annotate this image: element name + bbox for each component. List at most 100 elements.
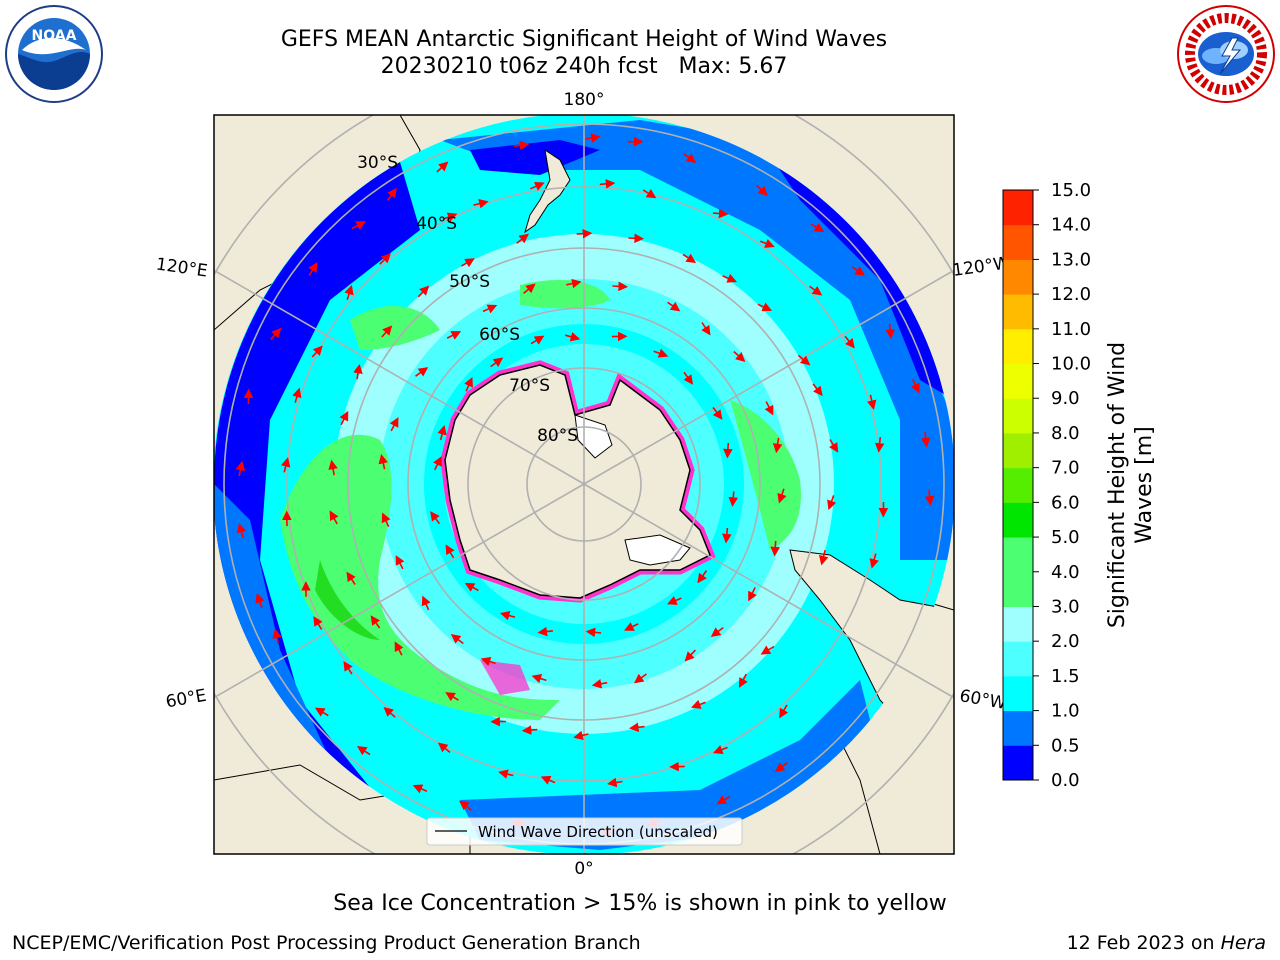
very-low-wave-region-tasman	[470, 140, 600, 175]
wave-direction-arrow	[378, 453, 388, 470]
colorbar-tick-label: 1.5	[1051, 666, 1080, 687]
map-legend: Wind Wave Direction (unscaled)	[426, 817, 743, 846]
wave-direction-arrow	[683, 371, 694, 385]
wave-direction-arrow	[829, 439, 839, 453]
wave-direction-arrow	[684, 649, 696, 662]
wave-direction-arrow	[433, 456, 442, 471]
wave-direction-arrow	[513, 140, 530, 151]
footer-branch: NCEP/EMC/Verification Post Processing Pr…	[12, 932, 641, 954]
wave-direction-arrow	[281, 457, 291, 473]
wave-direction-arrow	[827, 495, 837, 511]
colorbar-segment	[1003, 710, 1033, 746]
wave-direction-arrow	[521, 725, 538, 735]
sea-ice-caption: Sea Ice Concentration > 15% is shown in …	[333, 891, 947, 916]
colorbar-segment	[1003, 398, 1033, 434]
wave-direction-arrow	[531, 674, 547, 684]
wave-direction-arrow	[642, 189, 657, 199]
wave-direction-arrow	[701, 322, 711, 336]
wave-direction-arrow	[311, 345, 323, 358]
wave-direction-arrow	[920, 431, 931, 448]
wave-direction-arrow	[712, 406, 723, 420]
colorbar-segment	[1003, 537, 1033, 573]
lon-label-180: 180°	[564, 90, 605, 110]
new-zealand-land	[524, 148, 571, 234]
wave-direction-arrow	[270, 327, 282, 340]
wave-direction-arrow	[723, 442, 733, 459]
lat-label-40s: 40°S	[416, 214, 457, 234]
wave-direction-arrow	[867, 394, 877, 410]
wave-direction-arrow	[733, 350, 746, 362]
high-wave-region-east	[730, 400, 801, 550]
wave-direction-arrow	[628, 233, 644, 244]
wave-direction-arrow	[759, 238, 775, 248]
colorbar-segment	[1003, 224, 1033, 260]
wave-direction-arrow	[607, 777, 623, 788]
wave-direction-arrow	[499, 610, 516, 621]
wave-direction-arrow	[757, 302, 773, 312]
colorbar-tick-label: 6.0	[1051, 492, 1080, 513]
wave-direction-arrow	[437, 424, 447, 441]
wind-wave-arrows	[235, 133, 935, 835]
wave-direction-arrow	[530, 335, 545, 345]
wave-direction-arrow	[713, 745, 728, 755]
wave-direction-arrow	[437, 742, 451, 754]
wave-direction-arrow	[797, 354, 811, 366]
wave-direction-arrow	[869, 553, 879, 569]
wave-direction-arrow	[328, 459, 338, 476]
wave-direction-arrow	[667, 596, 682, 605]
wave-direction-arrow	[777, 488, 787, 504]
wave-direction-arrow	[591, 679, 608, 689]
wave-direction-arrow	[910, 378, 920, 394]
wave-direction-arrow	[394, 641, 404, 656]
meridian-120e	[214, 269, 585, 485]
colorbar-tick-label: 1.0	[1051, 701, 1080, 722]
wave-direction-arrow	[772, 437, 783, 454]
wave-direction-arrow	[353, 363, 363, 380]
colorbar-border	[1002, 189, 1034, 781]
map-frame-border	[213, 114, 955, 855]
nws-logo	[1177, 5, 1275, 103]
wave-direction-arrow	[255, 592, 265, 608]
colorbar-segment	[1003, 328, 1033, 365]
colorbar-segment	[1003, 571, 1033, 607]
colorbar-segment	[1003, 432, 1033, 469]
footer-date: 12 Feb 2023 on Hera	[1067, 932, 1266, 954]
wave-direction-arrow	[450, 634, 464, 645]
colorbar-segment	[1003, 363, 1033, 399]
colorbar-tick-label: 0.0	[1051, 770, 1080, 791]
wave-direction-arrow	[812, 383, 823, 397]
colorbar-segment	[1003, 467, 1033, 503]
colorbar-tick-label: 0.5	[1051, 735, 1080, 756]
wave-direction-arrow	[351, 221, 366, 230]
lon-label-120e: 120°E	[155, 255, 209, 282]
colorbar-tick-label: 11.0	[1051, 319, 1091, 340]
lon-label-60w: 60°W	[958, 686, 1008, 714]
legend-label: Wind Wave Direction (unscaled)	[478, 823, 718, 841]
wave-direction-arrow	[530, 181, 545, 191]
wave-direction-arrow	[395, 555, 405, 570]
colorbar-segment	[1003, 675, 1033, 712]
noaa-logo-text: NOAA	[32, 28, 77, 44]
wave-direction-arrow	[346, 571, 356, 585]
lon-label-60e: 60°E	[164, 686, 208, 713]
chart-title: GEFS MEAN Antarctic Significant Height o…	[280, 27, 888, 52]
wave-direction-arrow	[523, 283, 536, 295]
wave-direction-arrow	[421, 595, 431, 611]
wave-direction-arrow	[379, 253, 391, 265]
wave-direction-arrow	[722, 273, 737, 283]
wave-direction-arrow	[576, 228, 593, 239]
footer-date-text: 12 Feb 2023 on	[1066, 932, 1221, 954]
wave-direction-arrow	[343, 661, 353, 675]
wave-direction-arrow	[460, 258, 475, 268]
wave-direction-arrow	[624, 622, 639, 631]
wave-direction-arrow	[236, 522, 247, 539]
colorbar: 0.0 0.5 1.0 1.5 2.0 3.0 4.0 5.0 6.0 7.0 8.0 9.0 10.0…	[1002, 180, 1091, 791]
wave-direction-arrow	[716, 795, 731, 805]
high-wave-region-north	[520, 280, 610, 309]
wave-direction-arrow	[459, 800, 472, 811]
wave-direction-arrow	[498, 769, 514, 779]
wave-direction-arrow	[885, 323, 895, 340]
colorbar-tick-label: 8.0	[1051, 423, 1080, 444]
wave-direction-arrow	[710, 626, 724, 637]
